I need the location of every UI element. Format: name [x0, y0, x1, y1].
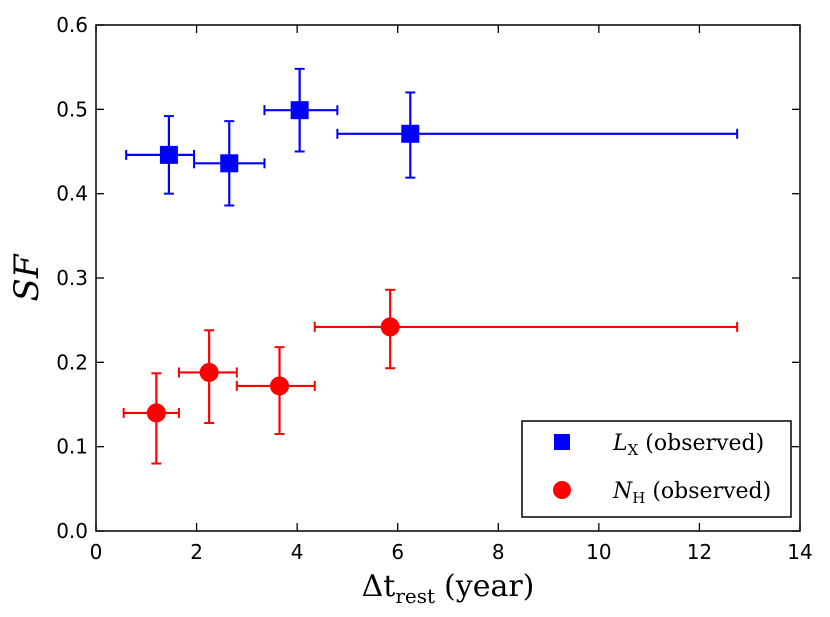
- point-group-nh-2: [235, 346, 316, 436]
- point-group-lx-3: [336, 91, 739, 179]
- x-axis-unit: (year): [444, 569, 534, 604]
- x-tick-label-1: 2: [190, 540, 203, 564]
- y-tick-label-4: 0.4: [56, 182, 88, 206]
- data-point-nh-0: [146, 403, 166, 423]
- x-tick-label-7: 14: [787, 540, 812, 564]
- y-axis-title: SF: [7, 253, 47, 301]
- data-point-lx-2: [290, 101, 309, 120]
- x-tick-label-3: 6: [391, 540, 404, 564]
- plot-area: [122, 67, 739, 465]
- x-axis-symbol: Δt: [362, 569, 396, 604]
- legend: LX (observed) NH (observed): [521, 420, 792, 518]
- point-group-lx-0: [125, 115, 196, 195]
- x-tick-label-2: 4: [291, 540, 304, 564]
- x-axis-title: Δtrest (year): [362, 569, 535, 608]
- point-group-lx-2: [263, 67, 339, 153]
- legend-label-nh: NH (observed): [612, 479, 771, 507]
- legend-marker-nh: [553, 481, 571, 499]
- data-point-nh-1: [199, 362, 219, 382]
- point-group-nh-0: [122, 372, 180, 465]
- y-tick-label-6: 0.6: [56, 13, 88, 37]
- x-tick-label-4: 8: [492, 540, 505, 564]
- data-point-nh-3: [380, 317, 400, 337]
- y-tick-label-2: 0.2: [56, 350, 88, 374]
- y-tick-label-1: 0.1: [56, 435, 88, 459]
- axes: 0 2 4 6 8 10 12 14 0.0 0.1 0.2 0.3 0.4 0.5 0.6: [56, 13, 813, 564]
- data-point-lx-3: [401, 124, 420, 143]
- y-tick-label-3: 0.3: [56, 266, 88, 290]
- x-axis-subscript: rest: [395, 584, 435, 608]
- x-tick-label-6: 12: [687, 540, 712, 564]
- legend-label-lx: LX (observed): [612, 431, 764, 459]
- x-tick-label-5: 10: [586, 540, 611, 564]
- data-point-lx-0: [159, 145, 178, 164]
- data-point-nh-2: [270, 376, 290, 396]
- legend-marker-lx: [554, 434, 570, 450]
- y-tick-label-0: 0.0: [56, 519, 88, 543]
- data-point-lx-1: [220, 154, 239, 173]
- x-tick-label-0: 0: [90, 540, 103, 564]
- point-group-nh-1: [177, 329, 238, 425]
- y-tick-label-5: 0.5: [56, 97, 88, 121]
- point-group-nh-3: [313, 288, 739, 370]
- point-group-lx-1: [193, 120, 266, 207]
